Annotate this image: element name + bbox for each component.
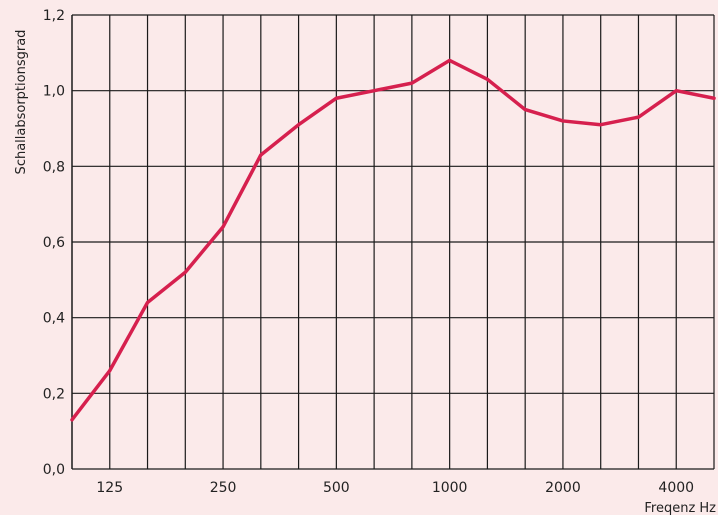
y-tick-label: 1,2 <box>43 8 65 24</box>
x-tick-label: 500 <box>323 480 350 496</box>
series-line <box>70 58 716 422</box>
y-tick-labels: 0,0 0,2 0,4 0,6 0,8 1,0 1,2 <box>43 8 65 478</box>
x-tick-label: 2000 <box>545 480 581 496</box>
x-tick-labels: 125 250 500 1000 2000 4000 <box>96 480 694 496</box>
y-tick-label: 0,0 <box>43 462 65 478</box>
y-tick-label: 0,8 <box>43 159 65 175</box>
series-layer <box>70 58 716 422</box>
x-tick-label: 250 <box>210 480 237 496</box>
y-tick-label: 0,6 <box>43 235 65 251</box>
x-tick-label: 4000 <box>658 480 694 496</box>
grid <box>71 14 715 470</box>
y-tick-label: 0,4 <box>43 311 65 327</box>
y-tick-label: 1,0 <box>43 84 65 100</box>
x-axis-label: Freqenz Hz <box>644 501 716 515</box>
y-tick-label: 0,2 <box>43 386 65 402</box>
x-tick-label: 1000 <box>432 480 468 496</box>
x-tick-label: 125 <box>96 480 123 496</box>
y-axis-label: Schallabsorptionsgrad <box>14 30 29 175</box>
